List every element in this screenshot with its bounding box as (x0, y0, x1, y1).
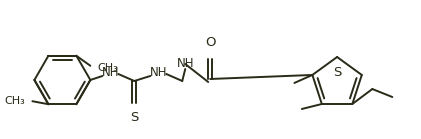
Text: CH₃: CH₃ (5, 96, 25, 106)
Text: NH: NH (176, 57, 194, 70)
Text: NH: NH (101, 66, 119, 80)
Text: O: O (205, 36, 216, 49)
Text: S: S (130, 111, 139, 124)
Text: CH₃: CH₃ (97, 63, 118, 73)
Text: NH: NH (149, 66, 167, 80)
Text: S: S (333, 66, 341, 79)
